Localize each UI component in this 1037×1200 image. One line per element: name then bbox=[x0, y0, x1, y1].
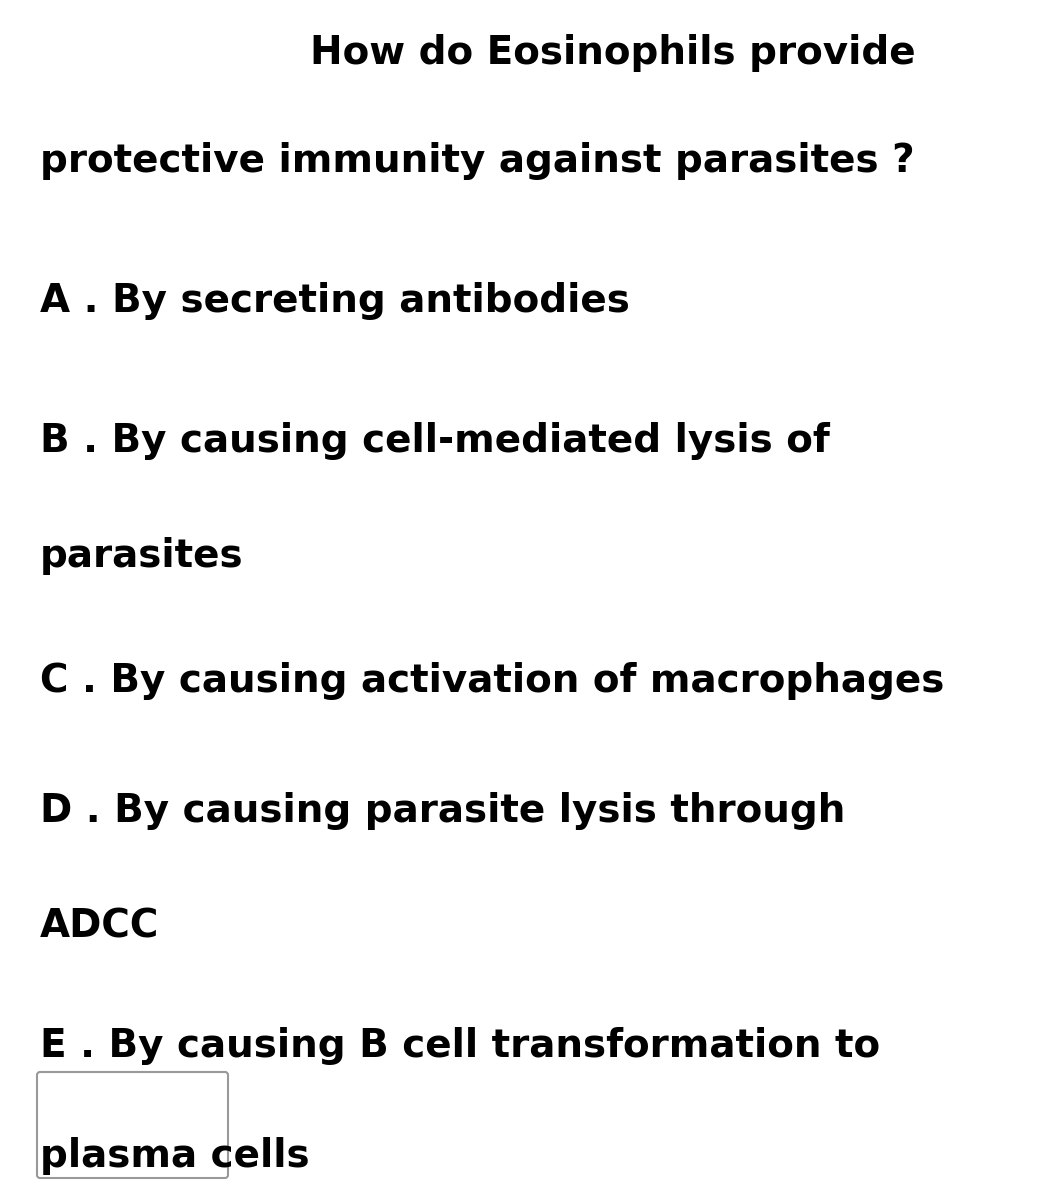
Text: plasma cells: plasma cells bbox=[40, 1138, 310, 1175]
FancyBboxPatch shape bbox=[37, 1072, 228, 1178]
Text: ADCC: ADCC bbox=[40, 907, 160, 946]
Text: parasites: parasites bbox=[40, 538, 244, 575]
Text: B . By causing cell-mediated lysis of: B . By causing cell-mediated lysis of bbox=[40, 422, 830, 460]
Text: protective immunity against parasites ?: protective immunity against parasites ? bbox=[40, 142, 915, 180]
Text: C . By causing activation of macrophages: C . By causing activation of macrophages bbox=[40, 662, 945, 700]
Text: A . By secreting antibodies: A . By secreting antibodies bbox=[40, 282, 629, 320]
Text: E . By causing B cell transformation to: E . By causing B cell transformation to bbox=[40, 1027, 880, 1066]
Text: D . By causing parasite lysis through: D . By causing parasite lysis through bbox=[40, 792, 845, 830]
Text: How do Eosinophils provide: How do Eosinophils provide bbox=[310, 34, 916, 72]
